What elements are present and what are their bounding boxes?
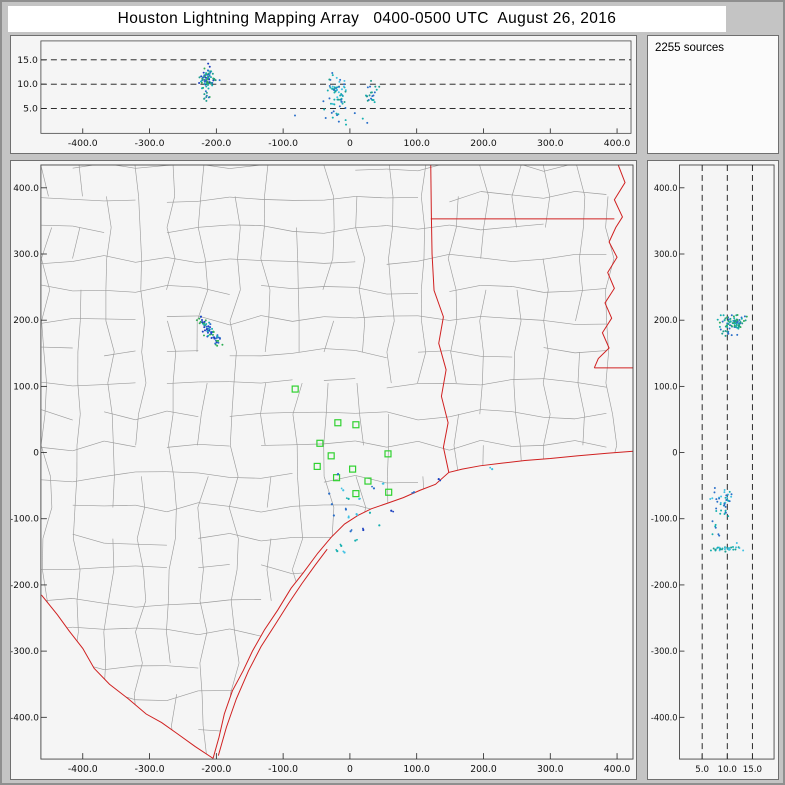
svg-text:0: 0 [672, 447, 677, 457]
page-title: Houston Lightning Mapping Array 0400-050… [117, 10, 617, 27]
ew-altitude-plot: 15.0 10.0 5.0 -400.0 -300.0 -200.0 -100.0 0 100.… [17, 40, 632, 149]
ns-altitude-plot: 400.0 300.0 200.0 100.0 0 -100.0 -200.0 -300.0 -… [651, 164, 775, 775]
svg-text:-300.0: -300.0 [651, 646, 678, 656]
svg-text:300.0: 300.0 [537, 764, 564, 775]
sources-count-panel: 2255 sources [647, 35, 779, 154]
ew-altitude-panel: 15.0 10.0 5.0 -400.0 -300.0 -200.0 -100.0 0 100.… [10, 35, 637, 154]
svg-text:10.0: 10.0 [17, 79, 38, 90]
svg-text:-100.0: -100.0 [11, 515, 39, 525]
svg-text:15.0: 15.0 [17, 55, 38, 66]
map-panel: 400.0 300.0 200.0 100.0 0 -100.0 -200.0 -300.0 -… [10, 160, 637, 780]
svg-text:200.0: 200.0 [13, 316, 39, 326]
svg-text:0: 0 [33, 449, 39, 459]
svg-text:100.0: 100.0 [403, 138, 430, 149]
svg-text:400.0: 400.0 [654, 183, 678, 193]
svg-text:-200.0: -200.0 [651, 580, 678, 590]
svg-text:200.0: 200.0 [470, 138, 497, 149]
svg-text:400.0: 400.0 [604, 138, 631, 149]
svg-text:-200.0: -200.0 [11, 581, 39, 591]
svg-text:-100.0: -100.0 [268, 138, 298, 149]
svg-text:15.0: 15.0 [743, 765, 762, 775]
svg-text:200.0: 200.0 [470, 764, 497, 775]
svg-text:-400.0: -400.0 [11, 713, 39, 723]
sources-count-label: 2255 sources [655, 42, 725, 54]
svg-text:-100.0: -100.0 [268, 764, 298, 775]
svg-text:400.0: 400.0 [604, 764, 631, 775]
svg-text:0: 0 [347, 138, 353, 149]
svg-text:300.0: 300.0 [13, 250, 39, 260]
svg-text:-100.0: -100.0 [651, 514, 678, 524]
svg-text:100.0: 100.0 [403, 764, 430, 775]
svg-text:100.0: 100.0 [654, 381, 678, 391]
svg-text:-300.0: -300.0 [135, 764, 165, 775]
svg-text:5.0: 5.0 [695, 765, 709, 775]
svg-text:-200.0: -200.0 [201, 138, 231, 149]
svg-text:0: 0 [347, 764, 353, 775]
ns-altitude-panel: 400.0 300.0 200.0 100.0 0 -100.0 -200.0 -300.0 -… [647, 160, 779, 780]
svg-text:-400.0: -400.0 [68, 764, 98, 775]
svg-text:200.0: 200.0 [654, 315, 678, 325]
svg-text:100.0: 100.0 [13, 382, 39, 392]
svg-text:-300.0: -300.0 [135, 138, 165, 149]
svg-text:-400.0: -400.0 [651, 712, 678, 722]
svg-text:400.0: 400.0 [13, 184, 39, 194]
svg-text:5.0: 5.0 [23, 104, 38, 115]
svg-text:-300.0: -300.0 [11, 647, 39, 657]
svg-text:300.0: 300.0 [537, 138, 564, 149]
map-plot: 400.0 300.0 200.0 100.0 0 -100.0 -200.0 -300.0 -… [11, 164, 634, 775]
title-bar: Houston Lightning Mapping Array 0400-050… [8, 6, 726, 32]
svg-text:-200.0: -200.0 [201, 764, 231, 775]
svg-text:-400.0: -400.0 [68, 138, 98, 149]
svg-text:300.0: 300.0 [654, 249, 678, 259]
svg-text:10.0: 10.0 [718, 765, 737, 775]
